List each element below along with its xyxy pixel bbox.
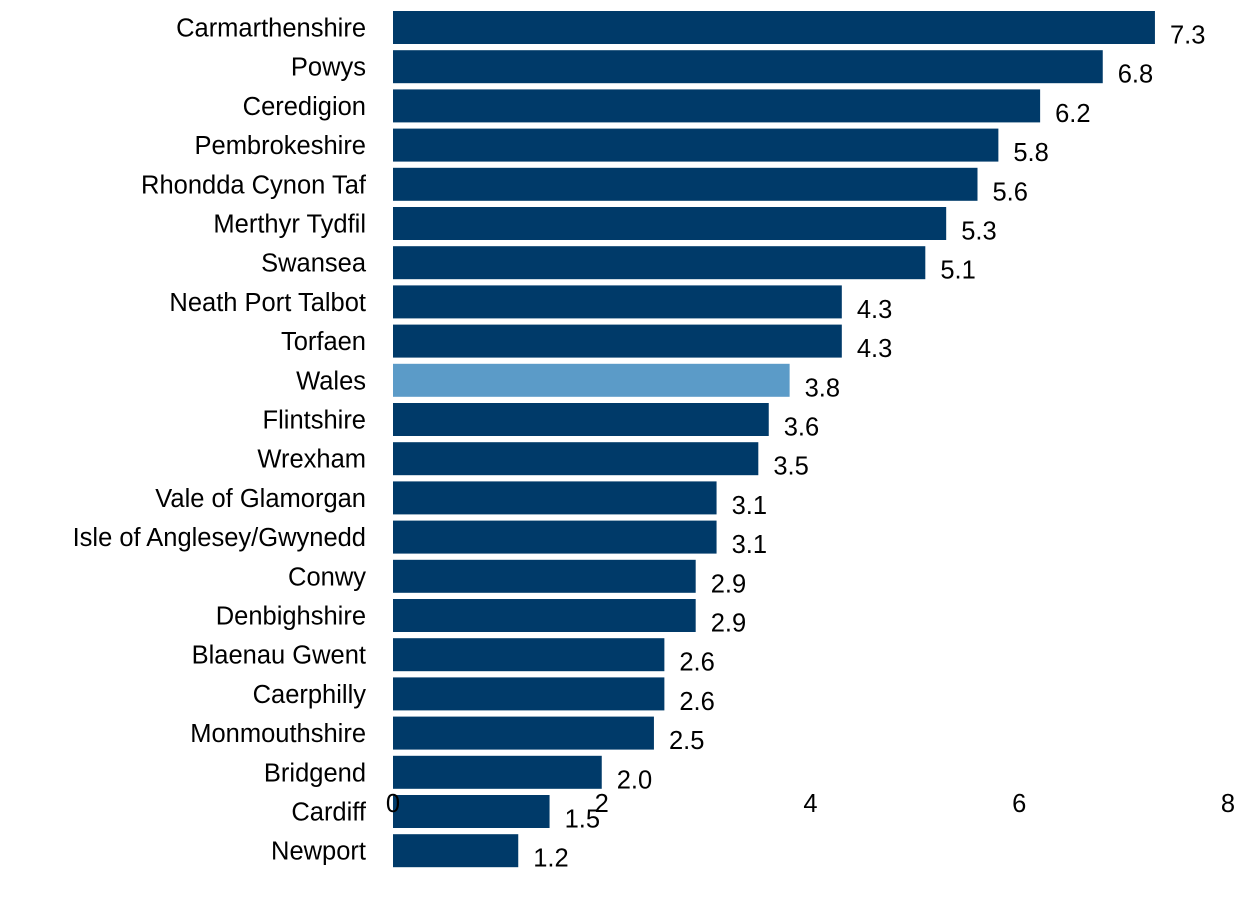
category-label: Wrexham [257,446,366,474]
category-label: Ceredigion [243,93,366,121]
bar-wrexham [393,442,759,476]
category-label: Cardiff [291,799,367,827]
value-label: 3.8 [805,374,840,402]
category-label: Torfaen [281,328,366,356]
bar-flintshire [393,403,769,436]
bar-isle-of-anglesey-gwynedd [393,520,717,554]
category-label: Bridgend [264,759,366,787]
category-label: Denbighshire [216,603,366,631]
x-axis-tick-labels: 0 2 4 6 8 [386,790,1235,818]
value-label: 2.0 [617,766,652,794]
value-label: 6.2 [1055,100,1090,128]
bar-vale-of-glamorgan [393,481,717,515]
x-tick-label: 6 [1012,790,1026,818]
value-label: 6.8 [1118,61,1153,89]
category-label: Flintshire [263,407,366,435]
bar-cardiff [393,795,550,828]
value-label: 5.8 [1013,139,1048,167]
bar-pembrokeshire [393,128,999,162]
bar-caerphilly [393,677,665,711]
bar-blaenau-gwent [393,638,665,672]
category-label: Neath Port Talbot [169,289,366,317]
value-label: 5.6 [993,178,1028,206]
value-label: 2.9 [711,610,746,638]
value-label: 2.9 [711,570,746,598]
bar-rhondda-cynon-taf [393,167,978,201]
value-label: 3.1 [732,492,767,520]
value-label: 3.6 [784,414,819,442]
value-label: 4.3 [857,296,892,324]
bar-swansea [393,246,926,280]
bar-monmouthshire [393,716,654,750]
value-label: 3.1 [732,531,767,559]
bar-denbighshire [393,599,696,632]
bar-powys [393,50,1103,84]
bar-torfaen [393,324,842,358]
bars-group [393,11,1155,868]
value-label: 1.5 [565,806,600,834]
category-label: Rhondda Cynon Taf [141,171,367,199]
bar-conwy [393,559,696,593]
bar-newport [393,834,519,868]
x-tick-label: 2 [595,790,609,818]
category-label: Swansea [261,250,367,278]
category-label: Conwy [288,563,366,591]
value-label: 4.3 [857,335,892,363]
category-label: Blaenau Gwent [192,642,366,670]
category-label: Carmarthenshire [176,15,366,43]
value-label: 2.5 [669,727,704,755]
category-label: Monmouthshire [190,720,366,748]
bar-carmarthenshire [393,11,1155,44]
value-label: 3.5 [773,453,808,481]
bar-bridgend [393,755,602,789]
value-label: 2.6 [679,649,714,677]
x-tick-label: 0 [386,790,400,818]
bar-merthyr-tydfil [393,207,947,240]
category-label: Caerphilly [253,681,367,709]
value-label: 2.6 [679,688,714,716]
category-label: Newport [271,838,366,866]
category-label: Isle of Anglesey/Gwynedd [73,524,366,552]
value-label: 5.1 [940,257,975,285]
category-label: Powys [291,54,366,82]
value-label: 1.2 [533,845,568,873]
bar-ceredigion [393,89,1041,123]
x-tick-label: 4 [803,790,817,818]
value-label: 7.3 [1170,22,1205,50]
category-label: Pembrokeshire [195,132,367,160]
category-labels-group: Carmarthenshire Powys Ceredigion Pembrokesh… [73,15,367,866]
category-label: Merthyr Tydfil [213,211,366,239]
bar-wales [393,363,790,397]
value-labels-group: 7.36.86.25.85.65.35.14.34.33.83.63.53.13… [533,22,1205,873]
x-tick-label: 8 [1221,790,1235,818]
value-label: 5.3 [961,218,996,246]
category-label: Vale of Glamorgan [155,485,366,513]
category-label: Wales [296,367,366,395]
bar-neath-port-talbot [393,285,842,319]
